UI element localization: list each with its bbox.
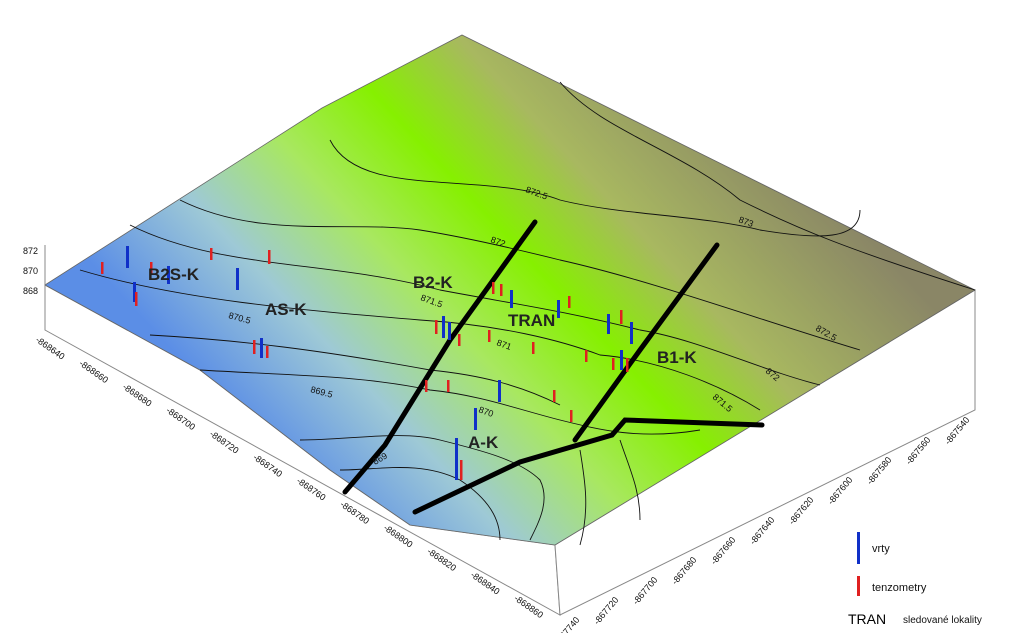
well-marker bbox=[448, 322, 451, 340]
x-tick-label: -867740 bbox=[553, 615, 582, 633]
contour bbox=[329, 139, 861, 237]
faults bbox=[342, 219, 765, 515]
well-marker bbox=[474, 408, 477, 430]
tensometer-marker bbox=[488, 330, 491, 342]
well-marker bbox=[557, 300, 560, 318]
well-marker bbox=[498, 380, 501, 402]
legend-label: tenzometry bbox=[872, 582, 927, 594]
tensometer-marker bbox=[460, 460, 463, 480]
tensometer-marker bbox=[447, 380, 450, 392]
well-marker bbox=[455, 438, 458, 480]
x-tick-label: -867720 bbox=[592, 595, 621, 627]
tensometer-marker bbox=[268, 250, 271, 264]
contour-label: 870 bbox=[477, 404, 495, 419]
tensometer-marker bbox=[612, 358, 615, 370]
tensometer-marker bbox=[253, 340, 256, 354]
legend-tensometers-icon bbox=[857, 576, 860, 596]
x-tick-label: -867680 bbox=[670, 555, 699, 587]
well-marker bbox=[126, 246, 129, 268]
contour bbox=[619, 439, 641, 521]
tensometer-marker bbox=[626, 358, 629, 372]
tensometer-marker bbox=[568, 296, 571, 308]
area-label: AS-K bbox=[265, 300, 307, 319]
well-marker bbox=[620, 350, 623, 370]
well-marker bbox=[260, 338, 263, 358]
area-label: TRAN bbox=[508, 311, 555, 330]
contour-label: 871 bbox=[495, 337, 513, 352]
legend-wells-icon bbox=[857, 532, 860, 564]
tensometer-marker bbox=[101, 262, 104, 274]
legend-label: vrty bbox=[872, 543, 890, 555]
legend-label: sledované lokality bbox=[903, 615, 982, 626]
tensometer-marker bbox=[266, 346, 269, 358]
tensometer-marker bbox=[532, 342, 535, 354]
area-label: B2-K bbox=[413, 273, 453, 292]
x-tick-label: -867700 bbox=[631, 575, 660, 607]
legend: vrty tenzometry TRAN sledované lokality bbox=[848, 532, 982, 627]
well-marker bbox=[607, 314, 610, 334]
contour bbox=[129, 224, 821, 386]
tensometer-marker bbox=[425, 380, 428, 392]
well-marker bbox=[167, 266, 170, 284]
tensometer-marker bbox=[570, 410, 573, 422]
contour bbox=[559, 81, 976, 291]
contour bbox=[579, 449, 587, 546]
contour bbox=[79, 269, 761, 411]
tensometer-marker bbox=[500, 284, 503, 296]
well-marker bbox=[236, 268, 239, 290]
tensometer-marker bbox=[135, 292, 138, 306]
area-label: A-K bbox=[468, 433, 499, 452]
z-tick-label: 868 bbox=[23, 286, 38, 296]
contour bbox=[339, 467, 501, 541]
contour bbox=[179, 199, 861, 351]
tensometer-marker bbox=[150, 262, 153, 274]
well-marker bbox=[133, 282, 136, 302]
markers bbox=[101, 246, 633, 480]
well-marker bbox=[630, 322, 633, 344]
tensometer-marker bbox=[620, 310, 623, 324]
contour bbox=[299, 435, 545, 541]
tensometer-marker bbox=[492, 282, 495, 294]
legend-label: TRAN bbox=[848, 611, 886, 627]
contour-label: 873 bbox=[737, 214, 755, 229]
contour bbox=[149, 334, 561, 406]
z-tick-label: 870 bbox=[23, 266, 38, 276]
area-label: B2S-K bbox=[148, 265, 200, 284]
fault bbox=[412, 417, 765, 515]
tensometer-marker bbox=[458, 334, 461, 346]
z-tick-label: 872 bbox=[23, 246, 38, 256]
fault bbox=[572, 242, 720, 443]
tensometer-marker bbox=[435, 320, 438, 334]
tensometer-marker bbox=[210, 248, 213, 260]
tensometer-marker bbox=[553, 390, 556, 402]
fault bbox=[342, 219, 538, 495]
area-label: B1-K bbox=[657, 348, 697, 367]
well-marker bbox=[442, 316, 445, 338]
tensometer-marker bbox=[585, 350, 588, 362]
well-marker bbox=[510, 290, 513, 308]
contour-label: 872 bbox=[489, 234, 507, 249]
